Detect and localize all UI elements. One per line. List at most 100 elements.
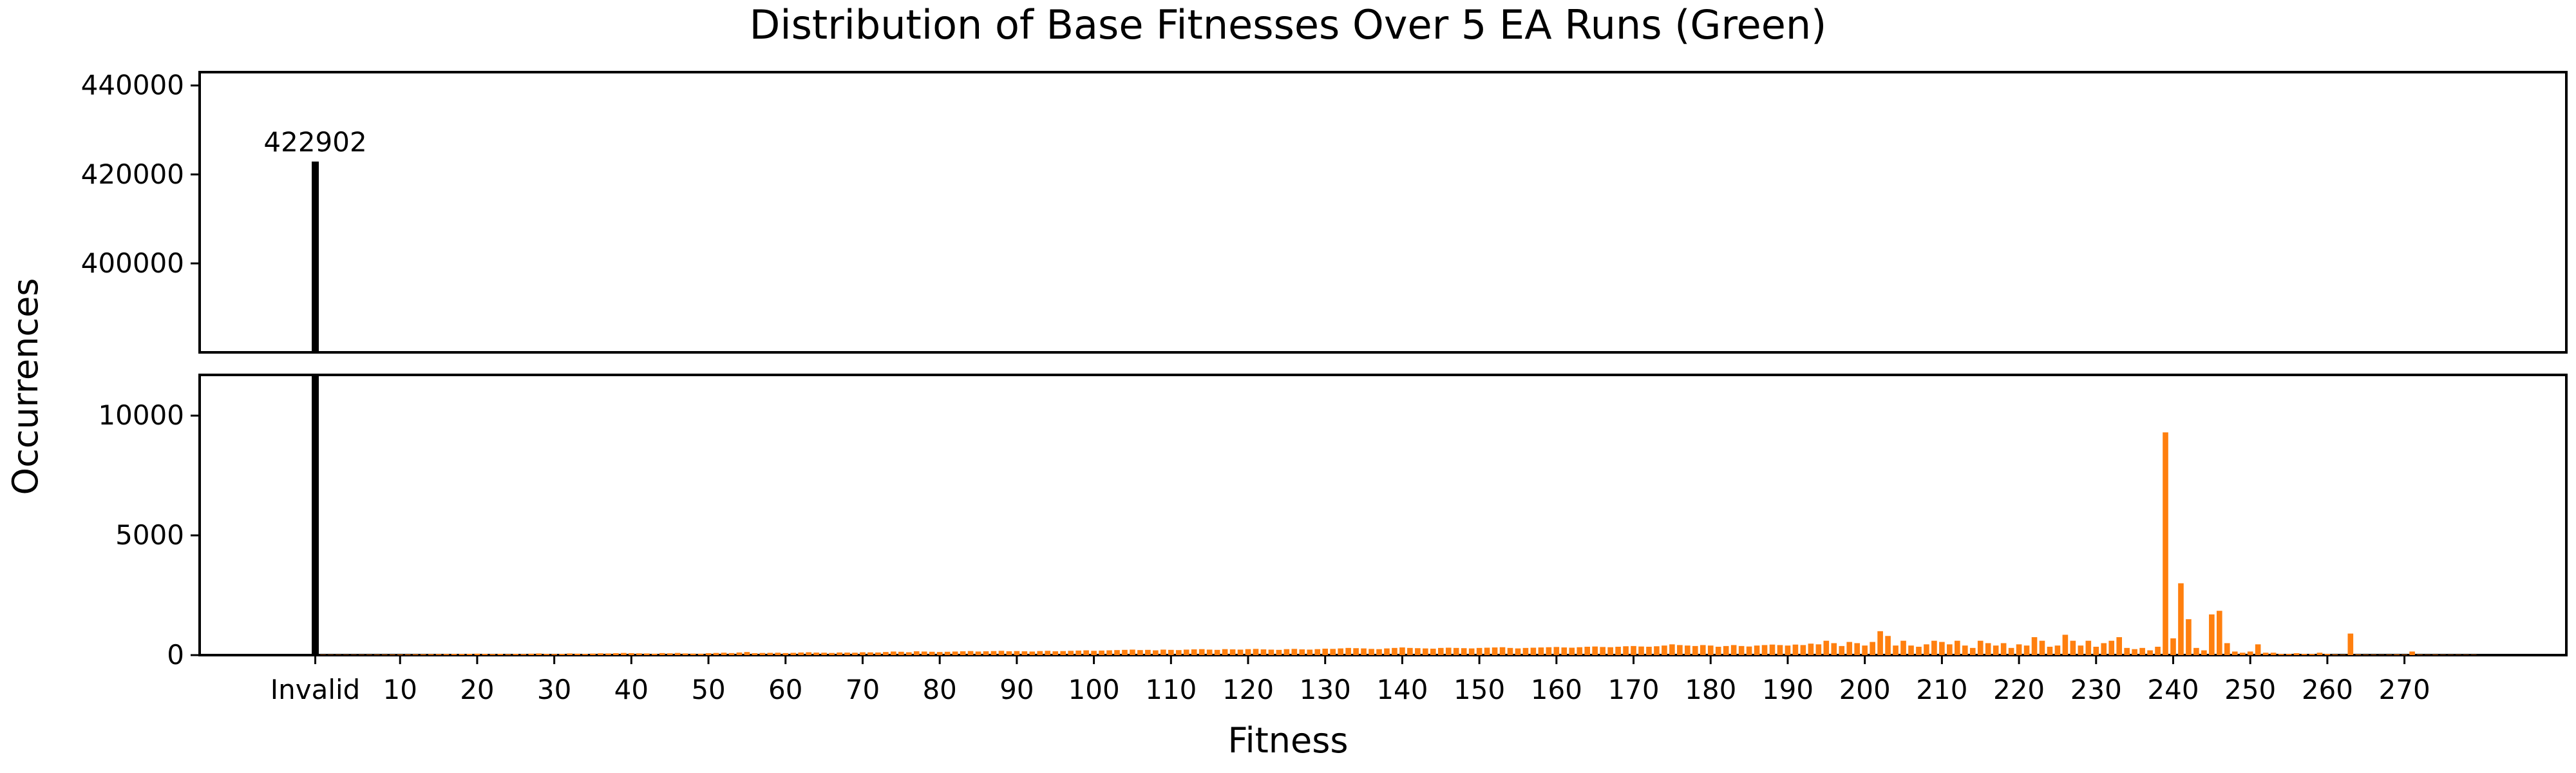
bar-fitness-141 <box>1399 647 1405 655</box>
bar-fitness-105 <box>1122 649 1128 655</box>
bar-invalid-top <box>312 161 319 352</box>
bottom-panel-frame <box>198 374 2568 656</box>
bar-fitness-112 <box>1175 650 1182 655</box>
bar-fitness-183 <box>1723 645 1729 655</box>
bar-fitness-186 <box>1746 646 1752 655</box>
bar-fitness-34 <box>574 653 580 655</box>
bar-fitness-75 <box>891 651 896 655</box>
bar-fitness-87 <box>983 651 989 655</box>
bar-fitness-45 <box>659 653 665 655</box>
bar-fitness-249 <box>2231 651 2238 655</box>
bar-fitness-98 <box>1068 651 1074 655</box>
x-tick-label-9: 90 <box>999 674 1034 705</box>
bar-fitness-118 <box>1222 649 1228 655</box>
bar-fitness-256 <box>2286 654 2292 655</box>
bar-fitness-80 <box>929 651 935 655</box>
x-tick-label-1: 10 <box>383 674 417 705</box>
bar-fitness-113 <box>1183 649 1189 655</box>
bar-fitness-57 <box>752 653 758 655</box>
bar-fitness-187 <box>1754 645 1760 655</box>
bar-fitness-52 <box>713 653 719 655</box>
bar-fitness-37 <box>598 653 603 655</box>
bar-fitness-97 <box>1060 651 1066 655</box>
bar-fitness-2 <box>328 654 334 655</box>
bar-fitness-139 <box>1384 648 1390 655</box>
bar-fitness-135 <box>1353 648 1359 655</box>
bar-fitness-182 <box>1715 646 1721 655</box>
bar-fitness-239 <box>2155 646 2161 655</box>
bar-fitness-143 <box>1415 648 1421 655</box>
bar-fitness-225 <box>2047 646 2053 655</box>
bar-fitness-124 <box>1268 649 1274 655</box>
bar-fitness-73 <box>875 652 881 655</box>
bar-fitness-155 <box>1507 647 1513 655</box>
bar-fitness-245 <box>2201 650 2207 655</box>
x-tick-label-23: 230 <box>2070 674 2122 705</box>
bar-fitness-88 <box>990 651 997 655</box>
bar-fitness-48 <box>682 653 688 655</box>
bar-fitness-39 <box>613 653 619 655</box>
bar-fitness-136 <box>1361 648 1367 655</box>
bar-fitness-40 <box>621 653 627 655</box>
bar-fitness-134 <box>1345 647 1351 655</box>
bar-fitness-127 <box>1291 649 1298 655</box>
x-tick-label-24: 240 <box>2147 674 2199 705</box>
bar-fitness-163 <box>1569 647 1575 655</box>
bar-fitness-129 <box>1307 649 1313 655</box>
bar-fitness-41 <box>629 653 634 655</box>
bar-fitness-56 <box>744 652 750 655</box>
bar-fitness-54 <box>728 653 735 655</box>
bar-fitness-227 <box>2062 635 2069 655</box>
bar-fitness-82 <box>944 651 951 655</box>
bar-fitness-241 <box>2170 638 2176 655</box>
bar-fitness-158 <box>1530 647 1537 655</box>
bar-fitness-36 <box>590 653 596 655</box>
x-tick-label-13: 130 <box>1300 674 1351 705</box>
bar-fitness-268 <box>2378 654 2385 655</box>
bar-fitness-31 <box>551 654 557 655</box>
bar-fitness-280 <box>2471 654 2477 655</box>
bar-fitness-166 <box>1592 646 1598 655</box>
bar-fitness-16 <box>435 654 442 655</box>
bar-fitness-74 <box>883 652 889 655</box>
bar-fitness-18 <box>451 654 457 655</box>
bottom-y-tick-label-0: 0 <box>167 639 184 671</box>
bar-fitness-108 <box>1145 649 1151 655</box>
bar-fitness-275 <box>2432 654 2438 655</box>
bar-fitness-76 <box>898 651 904 655</box>
bar-fitness-66 <box>821 653 827 655</box>
bar-fitness-106 <box>1130 649 1135 655</box>
x-tick-label-2: 20 <box>460 674 494 705</box>
bar-fitness-49 <box>690 653 696 655</box>
bar-fitness-159 <box>1538 647 1544 655</box>
bar-fitness-114 <box>1191 649 1197 655</box>
bar-fitness-279 <box>2463 654 2469 655</box>
bar-fitness-125 <box>1276 649 1282 655</box>
bar-fitness-19 <box>459 654 465 655</box>
bar-fitness-194 <box>1808 644 1814 655</box>
bar-fitness-63 <box>798 652 804 655</box>
bar-fitness-185 <box>1738 645 1745 655</box>
bar-fitness-14 <box>420 654 426 655</box>
bar-fitness-180 <box>1700 645 1706 655</box>
x-tick-label-18: 180 <box>1685 674 1736 705</box>
bar-fitness-234 <box>2116 637 2123 655</box>
bar-fitness-79 <box>921 651 927 655</box>
x-tick-label-25: 250 <box>2224 674 2276 705</box>
bar-fitness-99 <box>1075 650 1081 655</box>
bar-fitness-173 <box>1646 646 1652 655</box>
bar-fitness-246 <box>2209 614 2215 655</box>
x-tick-label-17: 170 <box>1607 674 1659 705</box>
x-tick-label-21: 210 <box>1916 674 1967 705</box>
x-tick-label-26: 260 <box>2302 674 2353 705</box>
bar-fitness-242 <box>2178 583 2184 655</box>
bar-fitness-29 <box>536 653 542 655</box>
bar-fitness-78 <box>913 651 920 655</box>
x-tick-label-6: 60 <box>768 674 802 705</box>
bar-fitness-259 <box>2309 654 2315 655</box>
bar-fitness-237 <box>2139 647 2145 655</box>
bar-fitness-150 <box>1468 648 1475 655</box>
bar-fitness-213 <box>1955 640 1960 655</box>
bar-fitness-172 <box>1638 646 1644 655</box>
bar-fitness-24 <box>497 653 504 655</box>
